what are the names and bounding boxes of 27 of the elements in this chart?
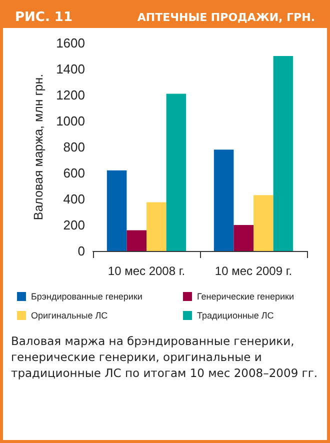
legend-label: Оригинальные ЛС <box>31 310 108 320</box>
bar <box>214 150 234 251</box>
y-tick-label: 200 <box>63 218 85 232</box>
bar <box>166 94 186 251</box>
y-tick-label: 800 <box>63 140 85 154</box>
y-tick-label: 400 <box>63 192 85 206</box>
bar <box>126 230 146 251</box>
y-tick-label: 0 <box>78 244 85 258</box>
bar <box>106 170 127 251</box>
x-tick-label: 10 мес 2009 г. <box>214 264 292 278</box>
x-tick-label: 10 мес 2008 г. <box>108 264 186 278</box>
y-axis-title: Валовая маржа, млн грн. <box>32 74 46 220</box>
legend-label: Брэндированные генерики <box>31 292 142 302</box>
y-tick-label: 1200 <box>56 88 85 102</box>
bar <box>273 56 294 251</box>
chart-title: РИС. 11 <box>15 10 73 25</box>
y-tick-label: 600 <box>63 166 85 180</box>
bar <box>146 202 166 251</box>
legend-label: Генерические генерики <box>197 292 294 302</box>
text: Валовая маржа на брэндированные генерики, генерические генерики, оригинальные и традиционные ЛС по итогам 10 мес 2008–2009 гг. <box>11 333 319 381</box>
y-tick-label: 1600 <box>56 36 85 50</box>
y-tick-label: 1400 <box>56 62 85 76</box>
bar <box>254 195 274 251</box>
bar <box>234 225 254 251</box>
y-tick-label: 1000 <box>56 114 85 128</box>
chart-subtitle: АПТЕЧНЫЕ ПРОДАЖИ, ГРН. <box>137 11 315 24</box>
legend-label: Традиционные ЛС <box>197 310 274 320</box>
